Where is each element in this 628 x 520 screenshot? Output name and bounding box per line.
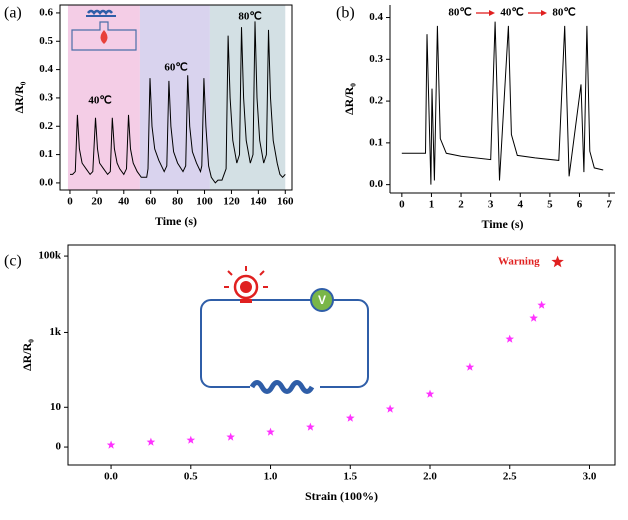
x-axis-label: Time (s) (155, 214, 197, 228)
x-tick-label: 60 (145, 196, 157, 208)
y-tick-label: 0.2 (39, 120, 53, 132)
x-tick-label: 2.0 (423, 471, 437, 483)
x-tick-label: 0.5 (184, 471, 198, 483)
x-tick-label: 1 (429, 199, 435, 211)
x-tick-label: 140 (250, 196, 267, 208)
x-tick-label: 3.0 (583, 471, 597, 483)
temperature-region (139, 5, 210, 190)
circuit-inset: V (200, 266, 369, 394)
y-tick-label: 0.0 (39, 176, 53, 188)
x-tick-label: 120 (223, 196, 240, 208)
y-tick-label: 0.3 (369, 53, 383, 65)
data-point (529, 313, 538, 322)
data-line (401, 21, 604, 185)
x-tick-label: 4 (518, 199, 524, 211)
panel-label: (b) (336, 5, 355, 22)
y-tick-label: 0.2 (369, 95, 383, 107)
flame (100, 30, 108, 44)
temperature-region (209, 5, 286, 190)
y-tick-label: 0.0 (369, 178, 383, 190)
heater-coil (87, 9, 113, 16)
warning-label: Warning (498, 256, 540, 268)
arrow-head (541, 10, 547, 16)
data-point (505, 334, 514, 343)
voltmeter-label: V (318, 293, 326, 307)
data-point (106, 440, 116, 449)
annotation: 80℃ (552, 7, 575, 19)
arrow-head (489, 10, 495, 16)
data-point (226, 432, 235, 441)
x-tick-label: 5 (547, 199, 553, 211)
y-tick-label: 0.1 (39, 148, 53, 160)
data-point (537, 300, 546, 309)
annotation: 40℃ (500, 7, 523, 19)
annotation: 80℃ (448, 7, 471, 19)
circuit-wire (200, 299, 369, 388)
y-tick-label: 0.5 (39, 35, 53, 47)
annotation: 60℃ (164, 62, 187, 74)
x-tick-label: 40 (118, 196, 130, 208)
y-tick-label: 100k (38, 250, 62, 262)
x-tick-label: 2 (458, 199, 464, 211)
heater-box (71, 21, 137, 51)
data-line (70, 21, 286, 184)
plot-frame (67, 244, 616, 466)
x-tick-label: 1.5 (343, 471, 357, 483)
x-tick-label: 1.0 (264, 471, 278, 483)
data-point (146, 437, 156, 446)
bulb-base (240, 299, 252, 303)
bulb-rays (224, 266, 268, 288)
y-tick-label: 10 (50, 401, 62, 413)
heater-inset (71, 9, 137, 51)
x-tick-label: 3 (488, 199, 494, 211)
x-tick-label: 100 (196, 196, 213, 208)
x-tick-label: 6 (577, 199, 583, 211)
y-tick-label: 0.3 (39, 91, 53, 103)
voltmeter (310, 288, 334, 312)
annotation: 80℃ (238, 11, 261, 23)
x-tick-label: 2.5 (503, 471, 517, 483)
data-point (266, 427, 275, 436)
x-tick-label: 160 (277, 196, 294, 208)
y-tick-label: 0 (56, 441, 62, 453)
y-tick-label: 0.4 (369, 11, 383, 23)
warning-point (551, 255, 564, 268)
data-point (346, 413, 355, 422)
x-tick-label: 7 (606, 199, 612, 211)
x-tick-label: 0 (67, 196, 73, 208)
panel-label: (c) (4, 253, 22, 270)
x-tick-label: 80 (172, 196, 184, 208)
data-point (186, 435, 196, 444)
y-tick-label: 0.1 (369, 136, 383, 148)
x-tick-label: 0 (399, 199, 405, 211)
y-tick-label: 0.4 (39, 63, 53, 75)
data-point (425, 389, 435, 398)
x-axis-label: Time (s) (481, 217, 523, 231)
y-tick-label: 0.6 (39, 6, 53, 18)
y-axis-label: ΔR/R₀ (12, 81, 26, 113)
data-point (385, 404, 395, 413)
x-axis-label: Strain (100%) (305, 489, 378, 503)
annotation: 40℃ (88, 95, 111, 107)
panel-label: (a) (4, 5, 22, 22)
y-axis-label: ΔR/R₀ (342, 83, 356, 115)
data-point (465, 362, 475, 371)
resistor-coil (249, 380, 315, 394)
x-tick-label: 20 (91, 196, 103, 208)
x-tick-label: 0.0 (104, 471, 118, 483)
y-axis-label: ΔR/R₀ (20, 339, 34, 371)
bulb-core (240, 281, 252, 293)
y-tick-label: 1k (49, 326, 62, 338)
data-point (306, 422, 315, 431)
